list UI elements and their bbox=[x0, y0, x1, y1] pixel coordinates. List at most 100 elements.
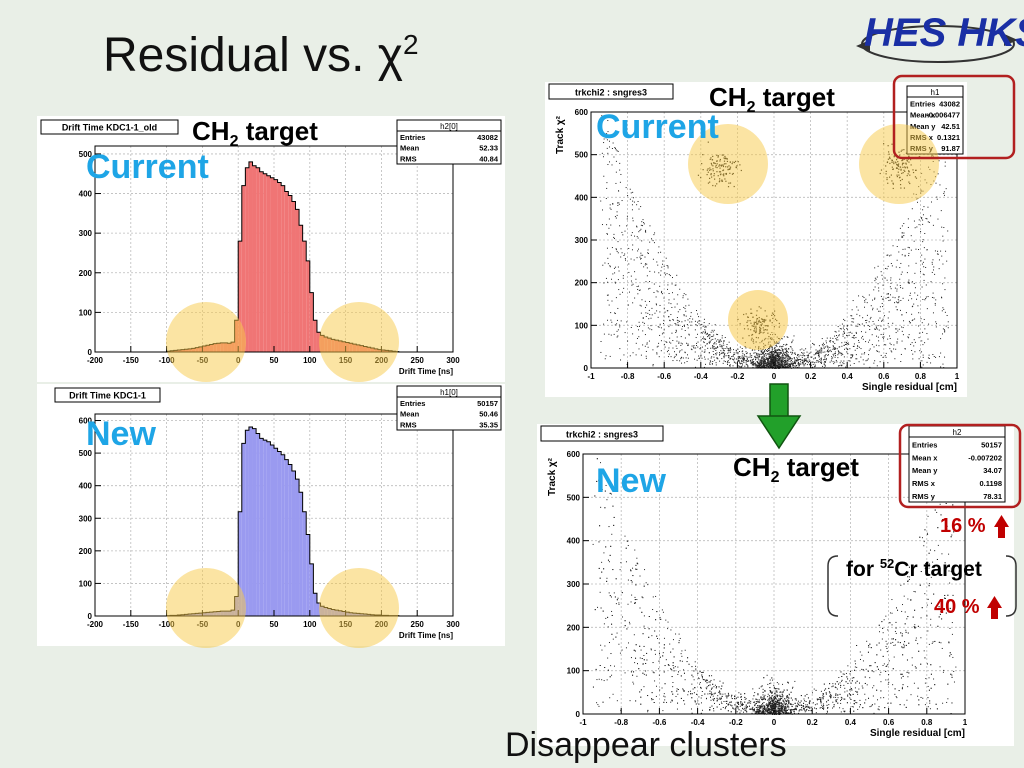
histogram-bar bbox=[306, 260, 310, 352]
scatter-point bbox=[769, 344, 771, 346]
scatter-point bbox=[898, 251, 900, 253]
x-tick-label: -0.6 bbox=[657, 372, 671, 381]
scatter-point bbox=[768, 355, 770, 357]
scatter-point bbox=[759, 361, 761, 363]
scatter-point bbox=[855, 702, 857, 704]
scatter-point bbox=[762, 360, 764, 362]
scatter-point bbox=[878, 340, 880, 342]
scatter-point bbox=[776, 361, 778, 363]
scatter-point bbox=[723, 350, 725, 352]
scatter-point bbox=[725, 157, 727, 160]
scatter-point bbox=[914, 292, 916, 294]
scatter-point bbox=[839, 346, 841, 348]
scatter-point bbox=[796, 356, 798, 358]
scatter-point bbox=[782, 683, 784, 685]
scatter-point bbox=[790, 362, 792, 364]
scatter-point bbox=[632, 302, 634, 304]
scatter-point bbox=[663, 265, 665, 267]
scatter-point bbox=[934, 550, 936, 552]
scatter-point bbox=[789, 711, 791, 713]
scatter-point bbox=[790, 351, 792, 353]
scatter-point bbox=[791, 353, 793, 355]
scatter-point bbox=[716, 357, 718, 359]
scatter-point bbox=[900, 150, 902, 152]
scatter-point bbox=[791, 342, 793, 344]
scatter-point bbox=[768, 364, 770, 366]
scatter-point bbox=[787, 354, 789, 356]
scatter-point bbox=[636, 286, 638, 288]
scatter-point bbox=[683, 324, 685, 326]
scatter-point bbox=[875, 344, 877, 346]
scatter-point bbox=[772, 317, 774, 320]
scatter-point bbox=[725, 355, 727, 357]
y-tick-label: 300 bbox=[575, 236, 589, 245]
scatter-point bbox=[895, 301, 897, 303]
scatter-point bbox=[908, 161, 910, 163]
scatter-point bbox=[815, 361, 817, 363]
scatter-point bbox=[764, 325, 766, 327]
scatter-point bbox=[636, 257, 638, 259]
scatter-point bbox=[671, 332, 673, 334]
scatter-point bbox=[834, 347, 836, 349]
scatter-point bbox=[899, 267, 901, 269]
chart-title-box bbox=[40, 119, 179, 135]
scatter-point bbox=[778, 354, 780, 356]
scatter-point bbox=[765, 711, 767, 713]
scatter-point bbox=[883, 619, 885, 621]
scatter-point bbox=[764, 350, 766, 352]
scatter-point bbox=[650, 649, 652, 651]
scatter-point bbox=[640, 257, 642, 259]
scatter-point bbox=[728, 357, 730, 359]
scatter-point bbox=[792, 365, 794, 367]
scatter-point bbox=[606, 294, 608, 296]
x-tick-label: 0 bbox=[236, 620, 241, 629]
scatter-point bbox=[660, 274, 662, 276]
scatter-point bbox=[728, 694, 730, 696]
scatter-point bbox=[781, 366, 783, 368]
scatter-point bbox=[637, 200, 639, 202]
scatter-point bbox=[896, 342, 898, 344]
scatter-point bbox=[725, 705, 727, 707]
scatter-point bbox=[763, 346, 765, 348]
scatter-point bbox=[649, 270, 651, 272]
scatter-point bbox=[839, 707, 841, 709]
scatter-point bbox=[893, 162, 895, 165]
scatter-point bbox=[896, 284, 898, 286]
scatter-point bbox=[776, 711, 778, 713]
scatter-point bbox=[688, 304, 690, 306]
scatter-point bbox=[600, 462, 602, 464]
scatter-point bbox=[775, 342, 777, 344]
scatter-point bbox=[762, 355, 764, 357]
scatter-point bbox=[874, 298, 876, 300]
scatter-point bbox=[729, 172, 731, 174]
scatter-point bbox=[911, 342, 913, 344]
scatter-point bbox=[885, 267, 887, 269]
scatter-point bbox=[645, 357, 647, 359]
scatter-point bbox=[694, 661, 696, 663]
scatter-point bbox=[865, 341, 867, 343]
scatter-point bbox=[828, 340, 830, 342]
scatter-point bbox=[762, 357, 764, 359]
scatter-point bbox=[630, 234, 632, 236]
scatter-point bbox=[728, 693, 730, 695]
scatter-point bbox=[778, 683, 780, 685]
scatter-point bbox=[771, 322, 773, 324]
scatter-point bbox=[771, 359, 773, 361]
scatter-point bbox=[762, 704, 764, 706]
scatter-point bbox=[627, 544, 629, 546]
scatter-point bbox=[893, 155, 895, 157]
scatter-point bbox=[844, 343, 846, 345]
scatter-point bbox=[683, 315, 685, 317]
scatter-point bbox=[674, 666, 676, 668]
scatter-point bbox=[615, 149, 617, 151]
scatter-point bbox=[643, 322, 645, 324]
scatter-point bbox=[778, 707, 780, 709]
scatter-point bbox=[839, 362, 841, 364]
scatter-point bbox=[767, 325, 769, 327]
scatter-point bbox=[670, 629, 672, 631]
scatter-point bbox=[820, 362, 822, 364]
scatter-point bbox=[835, 359, 837, 361]
scatter-point bbox=[921, 254, 923, 256]
scatter-point bbox=[918, 332, 920, 334]
scatter-point bbox=[771, 366, 773, 368]
